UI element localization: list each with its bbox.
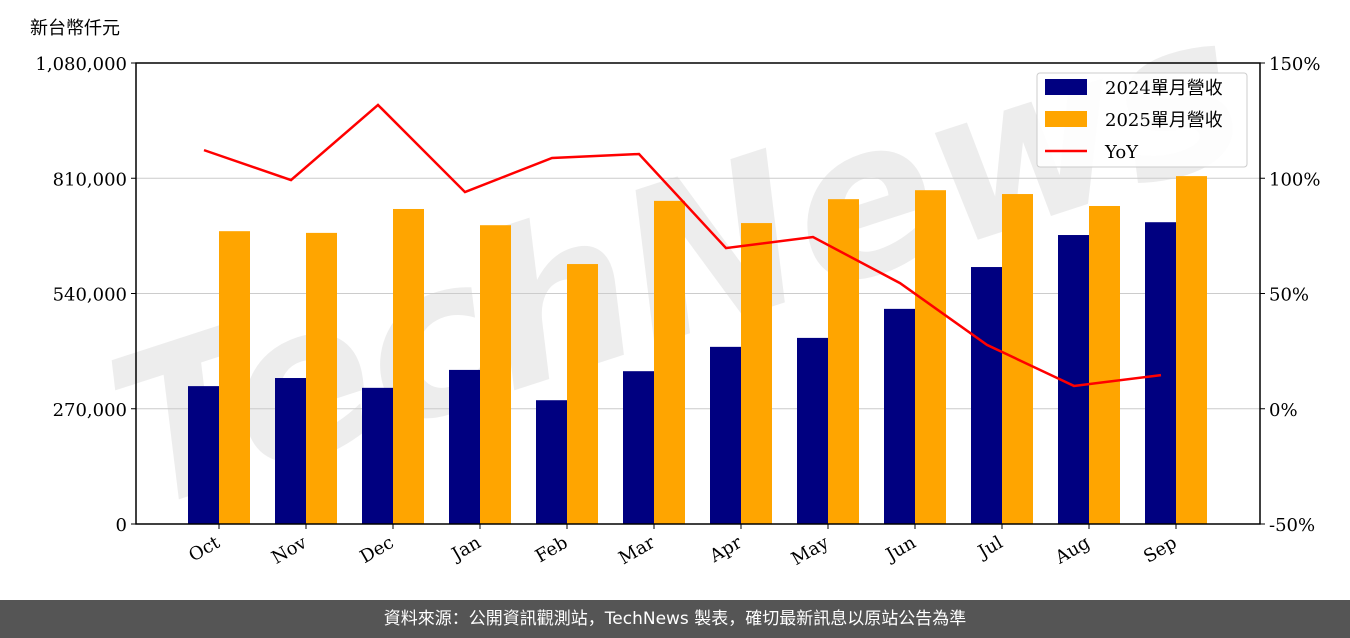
y-axis-unit-label: 新台幣仟元 — [30, 18, 120, 39]
bar-2024 — [623, 371, 654, 524]
x-tick-label: Jan — [447, 532, 485, 566]
x-tick-label: Mar — [615, 532, 659, 569]
bar-2024 — [449, 369, 480, 524]
left-tick-label: 1,080,000 — [35, 54, 127, 75]
legend-box — [1036, 72, 1248, 168]
x-tick-label: Sep — [1140, 532, 1180, 567]
right-tick-label: -50% — [1269, 515, 1315, 536]
bar-2025 — [306, 232, 337, 525]
source-footer: 資料來源：公開資訊觀測站，TechNews 製表，確切最新訊息以原站公告為準 — [0, 600, 1350, 638]
x-tick-label: Jul — [973, 532, 1007, 564]
left-tick-label: 0 — [116, 515, 127, 536]
legend-label: YoY — [1104, 142, 1139, 163]
bar-2025 — [567, 264, 598, 524]
right-tick-label: 0% — [1269, 400, 1298, 421]
left-tick-label: 270,000 — [53, 400, 127, 421]
bar-2025 — [915, 190, 946, 525]
legend-swatch — [1045, 79, 1087, 95]
bar-2025 — [1089, 205, 1120, 525]
bar-2025 — [393, 208, 424, 524]
x-tick-label: Feb — [532, 532, 572, 567]
x-tick-label: Dec — [357, 532, 398, 568]
x-tick-label: May — [788, 532, 833, 570]
bar-2024 — [1145, 222, 1176, 524]
revenue-chart: TechNews0270,000540,000810,0001,080,000-… — [35, 0, 1320, 570]
bar-2024 — [710, 346, 741, 524]
x-tick-label: Jun — [881, 532, 920, 567]
bar-2025 — [1176, 176, 1207, 525]
bar-2025 — [219, 231, 250, 524]
left-tick-label: 540,000 — [53, 285, 127, 306]
left-tick-label: 810,000 — [53, 169, 127, 190]
right-tick-label: 100% — [1269, 169, 1320, 190]
plot-frame — [135, 62, 1261, 525]
yoy-line — [203, 103, 1162, 388]
bar-2024 — [536, 400, 567, 524]
bar-2025 — [654, 200, 685, 524]
right-tick-label: 150% — [1269, 54, 1320, 75]
legend-label: 2024單月營收 — [1105, 78, 1223, 99]
bar-2025 — [480, 225, 511, 524]
legend-label: 2025單月營收 — [1105, 110, 1223, 131]
bar-2024 — [797, 337, 828, 524]
legend-swatch — [1045, 111, 1087, 127]
bar-2025 — [741, 223, 772, 524]
bar-2024 — [275, 378, 306, 524]
bar-2024 — [362, 387, 393, 524]
right-tick-label: 50% — [1269, 285, 1309, 306]
x-tick-label: Apr — [705, 532, 745, 567]
bar-2024 — [971, 267, 1002, 524]
x-tick-label: Aug — [1051, 532, 1094, 569]
x-tick-label: Nov — [268, 532, 311, 569]
bar-2024 — [884, 308, 915, 524]
bar-2024 — [188, 386, 219, 524]
